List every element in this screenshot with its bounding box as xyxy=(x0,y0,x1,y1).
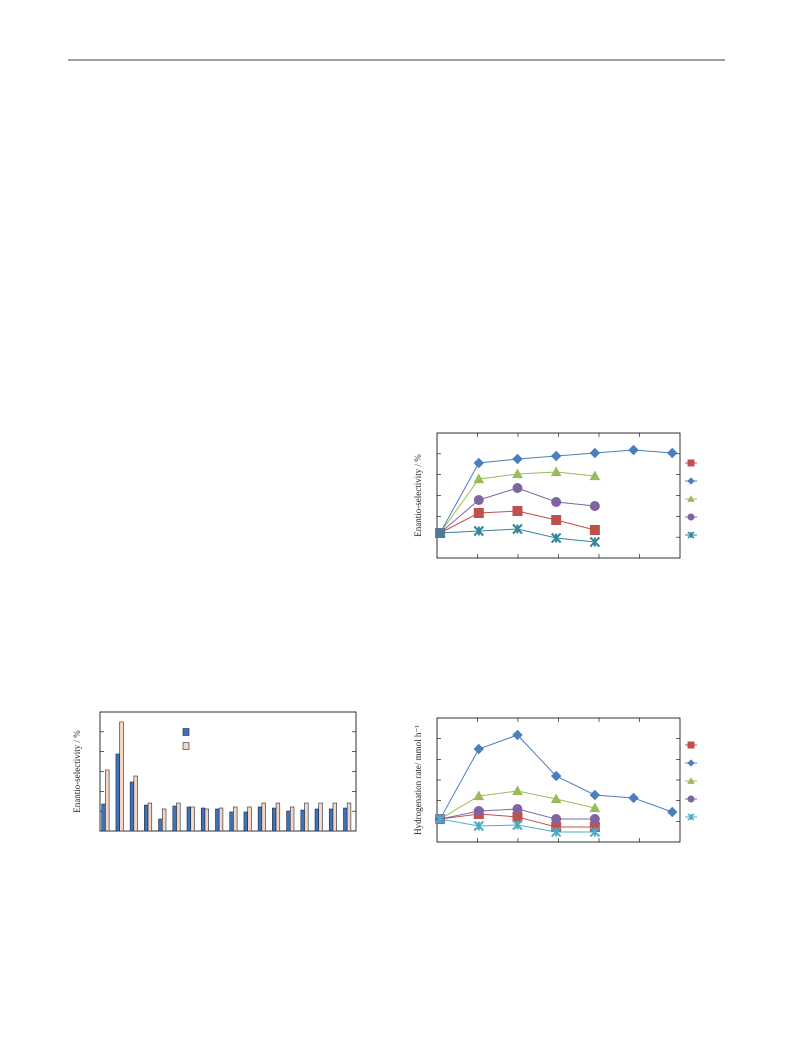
bar xyxy=(229,811,234,832)
bar xyxy=(105,769,110,832)
legend-marker xyxy=(687,813,695,821)
marker xyxy=(589,447,601,459)
marker xyxy=(667,447,678,459)
bar xyxy=(186,806,192,832)
marker xyxy=(512,506,523,516)
legend-marker xyxy=(687,795,695,803)
bar xyxy=(144,804,149,832)
marker xyxy=(512,804,523,815)
bar xyxy=(261,802,266,832)
bar xyxy=(300,809,305,832)
marker xyxy=(628,792,639,804)
marker xyxy=(512,523,523,535)
marker xyxy=(473,806,484,816)
marker xyxy=(550,450,562,462)
marker xyxy=(473,525,484,537)
legend-marker xyxy=(687,495,695,502)
legend-marker xyxy=(687,459,695,467)
marker xyxy=(589,501,600,511)
legend-swatch xyxy=(182,742,190,750)
legend-marker xyxy=(687,777,695,784)
marker xyxy=(473,457,484,469)
y-axis-label: Hydrogenation rate/ mmol h⁻¹ xyxy=(413,725,423,835)
bar xyxy=(289,806,295,832)
marker xyxy=(589,814,600,825)
marker xyxy=(434,813,446,825)
marker xyxy=(628,444,639,456)
marker xyxy=(589,826,601,838)
bar xyxy=(172,805,177,832)
marker xyxy=(512,468,523,479)
marker xyxy=(550,770,562,782)
bar xyxy=(147,802,153,832)
bar xyxy=(215,808,220,832)
marker xyxy=(589,802,601,813)
marker xyxy=(550,826,562,838)
bar xyxy=(314,808,320,832)
bar xyxy=(275,802,281,832)
marker xyxy=(473,790,485,801)
marker xyxy=(473,508,484,518)
bar xyxy=(190,806,195,832)
legend-marker xyxy=(687,513,695,521)
marker xyxy=(589,470,601,481)
marker xyxy=(512,729,523,741)
marker xyxy=(551,814,562,825)
marker xyxy=(473,820,484,832)
marker xyxy=(512,785,523,796)
marker xyxy=(473,743,484,755)
y-axis-label: Enantio-selectivity / % xyxy=(413,454,423,537)
marker xyxy=(667,806,678,818)
bar xyxy=(304,802,309,832)
marker xyxy=(550,466,562,477)
bar xyxy=(115,753,120,832)
bar xyxy=(133,775,138,832)
bar xyxy=(286,810,291,832)
legend-marker xyxy=(687,531,695,539)
marker xyxy=(589,789,601,801)
bar xyxy=(129,781,135,832)
bar xyxy=(318,802,323,832)
bar xyxy=(343,807,348,832)
bar xyxy=(158,818,163,832)
marker xyxy=(550,532,562,544)
marker xyxy=(589,536,601,548)
marker xyxy=(473,473,485,484)
bar xyxy=(247,806,252,832)
bar xyxy=(161,808,167,832)
bar xyxy=(346,802,352,832)
bar xyxy=(328,808,334,832)
marker xyxy=(551,497,562,507)
marker xyxy=(512,453,523,465)
legend-marker xyxy=(687,741,695,749)
bar xyxy=(204,808,209,832)
marker xyxy=(434,527,446,539)
legend-marker xyxy=(687,759,695,767)
y-axis-label: Enantio-selectivity / % xyxy=(72,730,82,813)
marker xyxy=(550,793,562,804)
bar xyxy=(176,802,181,832)
marker xyxy=(473,495,484,505)
marker xyxy=(551,515,562,525)
bar xyxy=(101,803,106,832)
legend-marker xyxy=(687,477,695,485)
marker xyxy=(512,483,523,493)
bar xyxy=(119,721,124,832)
bar xyxy=(200,807,206,832)
bar xyxy=(332,802,337,832)
marker xyxy=(589,525,600,535)
marker xyxy=(512,819,523,831)
bar xyxy=(218,807,224,832)
legend-swatch xyxy=(182,728,190,736)
bar xyxy=(233,806,238,832)
bar xyxy=(257,806,263,832)
bar xyxy=(272,807,277,832)
bar xyxy=(243,811,248,832)
